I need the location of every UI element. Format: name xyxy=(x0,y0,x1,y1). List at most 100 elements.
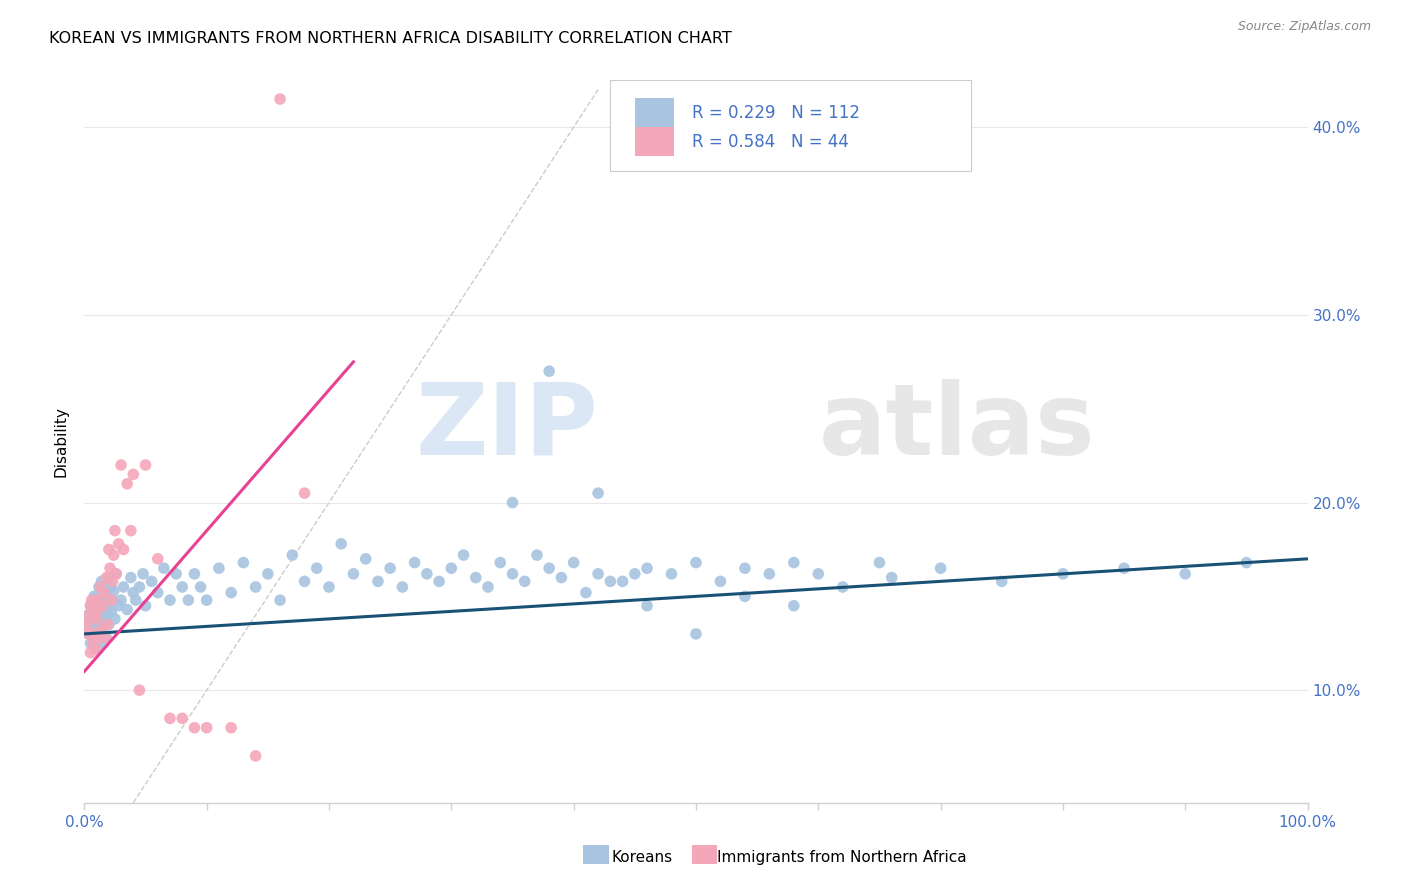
FancyBboxPatch shape xyxy=(583,845,609,864)
Point xyxy=(87,631,110,645)
Point xyxy=(758,566,780,581)
Point xyxy=(550,571,572,585)
Point xyxy=(146,551,169,566)
Point xyxy=(89,621,111,635)
Point xyxy=(1114,561,1136,575)
Point xyxy=(831,580,853,594)
Point xyxy=(98,561,121,575)
Point xyxy=(807,566,830,581)
Point xyxy=(575,585,598,599)
Point xyxy=(77,627,100,641)
Point xyxy=(367,574,389,589)
Point xyxy=(464,571,486,585)
Point xyxy=(991,574,1014,589)
Point xyxy=(427,574,450,589)
Point xyxy=(91,636,114,650)
Point xyxy=(612,574,634,589)
Point xyxy=(79,646,101,660)
Point xyxy=(440,561,463,575)
Point xyxy=(94,631,117,645)
Point xyxy=(330,537,353,551)
Point xyxy=(135,599,157,613)
Text: KOREAN VS IMMIGRANTS FROM NORTHERN AFRICA DISABILITY CORRELATION CHART: KOREAN VS IMMIGRANTS FROM NORTHERN AFRIC… xyxy=(49,31,733,46)
Point xyxy=(86,615,108,630)
Point xyxy=(87,632,110,647)
Point xyxy=(538,364,561,378)
Point xyxy=(562,556,585,570)
Point xyxy=(96,585,118,599)
Point xyxy=(83,627,105,641)
Point xyxy=(135,458,157,472)
Point xyxy=(84,641,107,656)
Text: R = 0.584   N = 44: R = 0.584 N = 44 xyxy=(692,133,849,151)
Point xyxy=(269,92,291,106)
Point xyxy=(104,612,127,626)
Point xyxy=(112,542,135,557)
FancyBboxPatch shape xyxy=(610,80,972,170)
Point xyxy=(734,561,756,575)
Point xyxy=(115,476,138,491)
Point xyxy=(76,617,98,632)
Point xyxy=(190,580,212,594)
Point xyxy=(195,721,218,735)
FancyBboxPatch shape xyxy=(636,98,673,128)
Point xyxy=(159,711,181,725)
Point xyxy=(141,574,163,589)
Point xyxy=(101,593,124,607)
Point xyxy=(661,566,683,581)
Point xyxy=(709,574,731,589)
Point xyxy=(391,580,413,594)
Point xyxy=(87,641,110,656)
Point xyxy=(107,599,129,613)
Point xyxy=(318,580,340,594)
Point xyxy=(342,566,364,581)
Point xyxy=(110,593,132,607)
Point xyxy=(103,583,125,598)
Point xyxy=(159,593,181,607)
Point xyxy=(107,537,129,551)
Point xyxy=(79,636,101,650)
Point xyxy=(502,566,524,581)
Point xyxy=(87,593,110,607)
Point xyxy=(269,593,291,607)
Y-axis label: Disability: Disability xyxy=(53,406,69,477)
Point xyxy=(128,683,150,698)
Point xyxy=(100,604,122,618)
Point xyxy=(89,580,111,594)
Point xyxy=(104,524,127,538)
Point xyxy=(122,585,145,599)
Point xyxy=(97,542,120,557)
Point xyxy=(146,585,169,599)
Point xyxy=(103,548,125,562)
Point xyxy=(783,599,806,613)
Point xyxy=(538,561,561,575)
Point xyxy=(110,458,132,472)
Point xyxy=(79,599,101,613)
Point xyxy=(489,556,512,570)
Point xyxy=(80,612,103,626)
Point xyxy=(153,561,176,575)
Point xyxy=(636,599,658,613)
Point xyxy=(122,467,145,482)
Point xyxy=(97,602,120,616)
Text: Source: ZipAtlas.com: Source: ZipAtlas.com xyxy=(1237,20,1371,33)
Point xyxy=(685,627,707,641)
Point xyxy=(416,566,439,581)
Point xyxy=(245,748,267,763)
Point xyxy=(783,556,806,570)
Point xyxy=(83,590,105,604)
Point xyxy=(219,585,242,599)
Text: atlas: atlas xyxy=(818,378,1095,475)
Point xyxy=(79,599,101,613)
Point xyxy=(586,486,609,500)
Point xyxy=(86,593,108,607)
FancyBboxPatch shape xyxy=(692,845,717,864)
Point xyxy=(380,561,402,575)
Point xyxy=(880,571,903,585)
Point xyxy=(232,556,254,570)
Point xyxy=(86,604,108,618)
Point xyxy=(172,580,194,594)
Point xyxy=(96,631,118,645)
FancyBboxPatch shape xyxy=(636,128,673,156)
Point xyxy=(82,636,104,650)
